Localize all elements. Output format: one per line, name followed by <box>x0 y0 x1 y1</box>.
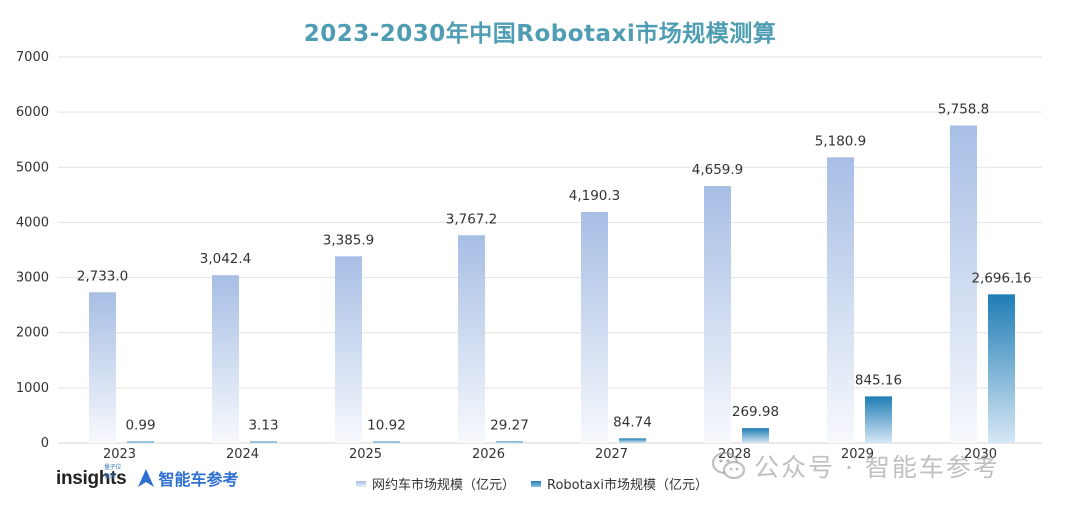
x-tick-label: 2026 <box>472 447 505 462</box>
data-label-series1: 3,767.2 <box>446 211 498 227</box>
data-label-series2: 3.13 <box>248 418 278 434</box>
insights-tag: 量子位智库 <box>104 465 122 480</box>
insights-text: insights <box>56 468 127 489</box>
legend-item-series2[interactable]: Robotaxi市场规模（亿元） <box>531 474 708 493</box>
data-label-series1: 5,758.8 <box>938 101 990 117</box>
bar-series2[interactable] <box>373 441 400 444</box>
y-tick-label: 6000 <box>16 105 49 120</box>
data-label-series1: 3,385.9 <box>323 232 375 248</box>
brand-name-text: 智能车参考 <box>158 470 239 489</box>
data-label-series1: 5,180.9 <box>815 133 867 149</box>
bars <box>89 125 1015 444</box>
bar-series2[interactable] <box>250 441 277 444</box>
insights-logo: insights 量子位智库 <box>56 465 127 490</box>
data-label-series2: 269.98 <box>732 404 779 420</box>
bar-series2[interactable] <box>619 438 646 443</box>
bar-series1[interactable] <box>827 157 854 444</box>
y-tick-label: 2000 <box>16 326 49 341</box>
data-label-series1: 4,190.3 <box>569 188 621 204</box>
legend-swatch-series1 <box>356 480 366 487</box>
brand-logo: insights 量子位智库 智能车参考 <box>56 465 238 490</box>
data-label-series1: 3,042.4 <box>200 251 252 267</box>
data-label-series1: 2,733.0 <box>77 268 129 284</box>
x-tick-label: 2028 <box>718 447 751 462</box>
bar-series1[interactable] <box>704 186 731 443</box>
x-tick-label: 2025 <box>349 447 382 462</box>
data-label-series1: 4,659.9 <box>692 162 744 178</box>
brand-name: 智能车参考 <box>138 466 238 490</box>
legend-item-series1[interactable]: 网约车市场规模（亿元） <box>356 474 515 493</box>
data-label-series2: 2,696.16 <box>971 270 1031 286</box>
y-tick-label: 0 <box>41 436 49 451</box>
y-tick-label: 3000 <box>16 271 49 286</box>
y-tick-label: 5000 <box>16 160 49 175</box>
watermark-text: 公众号 · 智能车参考 <box>754 453 1000 482</box>
bar-series2[interactable] <box>988 294 1015 443</box>
x-tick-label: 2027 <box>595 447 628 462</box>
watermark: 公众号 · 智能车参考 <box>712 448 1000 484</box>
chart-title: 2023-2030年中国Robotaxi市场规模测算 <box>303 21 777 47</box>
x-tick-label: 2023 <box>103 447 136 462</box>
legend-label-series2: Robotaxi市场规模（亿元） <box>547 478 708 493</box>
axes: 0 1000 2000 3000 4000 5000 6000 7000 2023 2024 202… <box>16 50 997 462</box>
x-tick-label: 2024 <box>226 447 259 462</box>
data-label-series2: 29.27 <box>490 417 529 433</box>
x-tick-label: 2030 <box>964 447 997 462</box>
x-tick-label: 2029 <box>841 447 874 462</box>
bar-series1[interactable] <box>581 211 608 443</box>
bar-series1[interactable] <box>335 256 362 443</box>
bar-series1[interactable] <box>89 292 116 443</box>
data-labels: 2,733.0 0.99 3,042.4 3.13 3,385.9 10.92 3,767.… <box>77 101 1032 433</box>
data-label-series2: 845.16 <box>855 372 902 388</box>
bar-series1[interactable] <box>950 125 977 444</box>
data-label-series2: 84.74 <box>613 414 652 430</box>
legend-swatch-series2 <box>531 480 542 487</box>
bar-series2[interactable] <box>127 441 154 444</box>
data-label-series2: 10.92 <box>367 418 406 434</box>
y-tick-label: 1000 <box>16 381 49 396</box>
brand-arrow-icon <box>138 469 155 487</box>
bar-series1[interactable] <box>458 235 485 443</box>
wechat-icon <box>712 451 746 480</box>
bar-series2[interactable] <box>865 396 892 443</box>
y-tick-label: 7000 <box>16 50 49 65</box>
bar-series2[interactable] <box>742 428 769 443</box>
legend: 网约车市场规模（亿元） Robotaxi市场规模（亿元） <box>356 474 708 493</box>
legend-label-series1: 网约车市场规模（亿元） <box>372 478 516 493</box>
y-tick-label: 4000 <box>16 215 49 230</box>
bar-series1[interactable] <box>212 275 239 443</box>
data-label-series2: 0.99 <box>125 418 155 434</box>
bar-series2[interactable] <box>496 441 523 443</box>
